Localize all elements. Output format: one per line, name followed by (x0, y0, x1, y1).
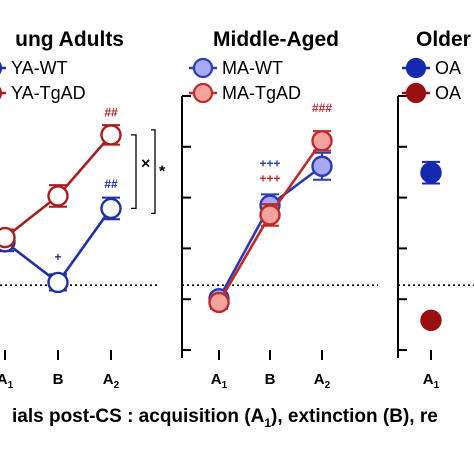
panel2-significance-mark: +++ (259, 171, 280, 185)
panel3-legend-marker (405, 57, 427, 79)
panel2-data-point (311, 155, 333, 177)
panel1-data-point (47, 271, 69, 294)
panel2-legend-marker (192, 82, 214, 104)
panel2-title: Middle-Aged (213, 28, 339, 51)
x-axis-label: ials post-CS : acquisition (A1), extinct… (12, 406, 438, 430)
panel3-data-point (420, 162, 442, 184)
panel3-legend-label: OA (435, 58, 461, 78)
panel2-significance-mark: ### (312, 101, 332, 115)
panel2-legend-label: MA-TgAD (222, 83, 301, 103)
panel2-x-tick-label: B (265, 371, 276, 388)
panel1-bracket-mark: * (159, 164, 166, 181)
panel1-legend-label: YA-WT (11, 58, 68, 78)
panel1-x-tick-label: B (53, 371, 64, 388)
panel2-significance-mark: +++ (259, 156, 280, 170)
panel2-x-tick-label: A2 (314, 371, 331, 391)
panel1-bracket-mark: × (141, 156, 150, 173)
data-layer (0, 57, 442, 331)
panel3-data-point (420, 309, 442, 331)
panel1-legend-marker (0, 61, 3, 75)
panel2-data-point (208, 291, 230, 314)
panel2-data-point (311, 130, 333, 152)
axes-layer (0, 95, 474, 360)
panel1-data-point (47, 185, 69, 207)
panel3-x-tick-label: A1 (423, 371, 440, 391)
panel1-significance-mark: ## (104, 106, 118, 120)
panel1-x-tick-label: A1 (0, 371, 14, 391)
panel1-data-point (0, 226, 16, 249)
panel1-significance-mark: ## (104, 177, 118, 191)
panel3-title: Older (416, 28, 471, 51)
panel2-legend-marker (192, 57, 214, 79)
panel1-bracket (131, 134, 137, 210)
panel1-legend-marker (0, 86, 3, 100)
panel2-series-MA-WT-line (217, 165, 323, 300)
panel1-data-point (100, 197, 122, 220)
panel2-legend-label: MA-WT (222, 58, 283, 78)
panel1-series-YA-WT-line (4, 207, 113, 285)
panel1-x-tick-label: A2 (103, 371, 120, 391)
panel3-legend-marker (405, 82, 427, 104)
panel1-data-point (100, 124, 122, 146)
panel1-significance-mark: + (54, 250, 61, 264)
text-layer: A1 B A2 ung Adults YA-WT YA-TgAD + ## ## × * A1 B A2 M… (0, 28, 471, 391)
panel2-x-tick-label: A1 (211, 371, 228, 391)
panel2-data-point (259, 204, 281, 226)
panel3-legend-label: OA (435, 83, 461, 103)
panel1-title: ung Adults (15, 28, 124, 51)
panel1-legend-label: YA-TgAD (11, 83, 86, 103)
panel1-bracket (151, 129, 156, 215)
